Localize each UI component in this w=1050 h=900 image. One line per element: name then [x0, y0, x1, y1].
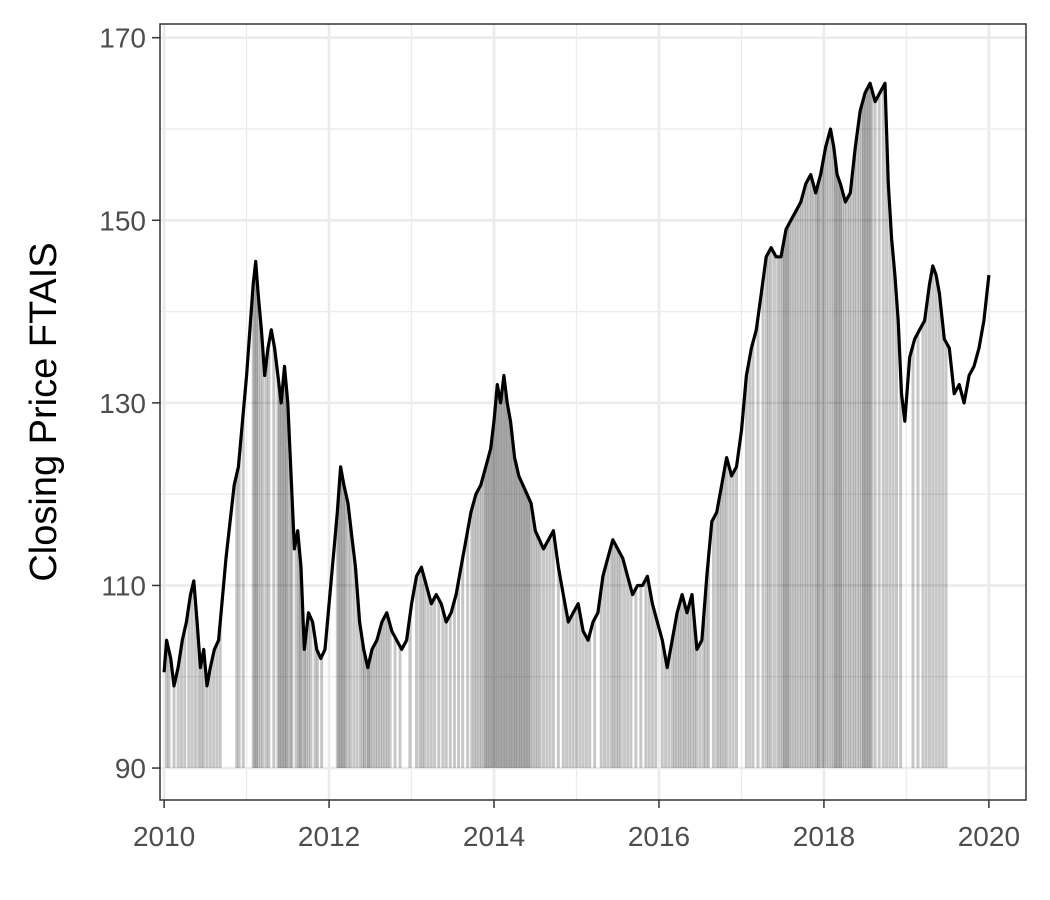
- panel-border: [159, 23, 1027, 801]
- y-tick-label: 130: [99, 388, 146, 419]
- y-axis-title: Closing Price FTAIS: [23, 242, 65, 581]
- x-tick-label: 2010: [133, 821, 195, 852]
- y-tick-label: 110: [101, 570, 146, 601]
- x-tick-label: 2020: [958, 821, 1020, 852]
- y-tick-label: 150: [99, 205, 146, 236]
- axes: 90 110 130 150 170 2010 2012 2014 2016 2018 2020: [99, 23, 1020, 852]
- series: [162, 81, 991, 688]
- x-tick-label: 2016: [628, 821, 690, 852]
- bars: [165, 83, 948, 769]
- x-tick-label: 2018: [793, 821, 855, 852]
- series-line: [162, 81, 991, 688]
- y-tick-label: 90: [115, 753, 146, 784]
- x-tick-label: 2012: [298, 821, 360, 852]
- y-tick-label: 170: [99, 23, 146, 54]
- x-tick-label: 2014: [463, 821, 525, 852]
